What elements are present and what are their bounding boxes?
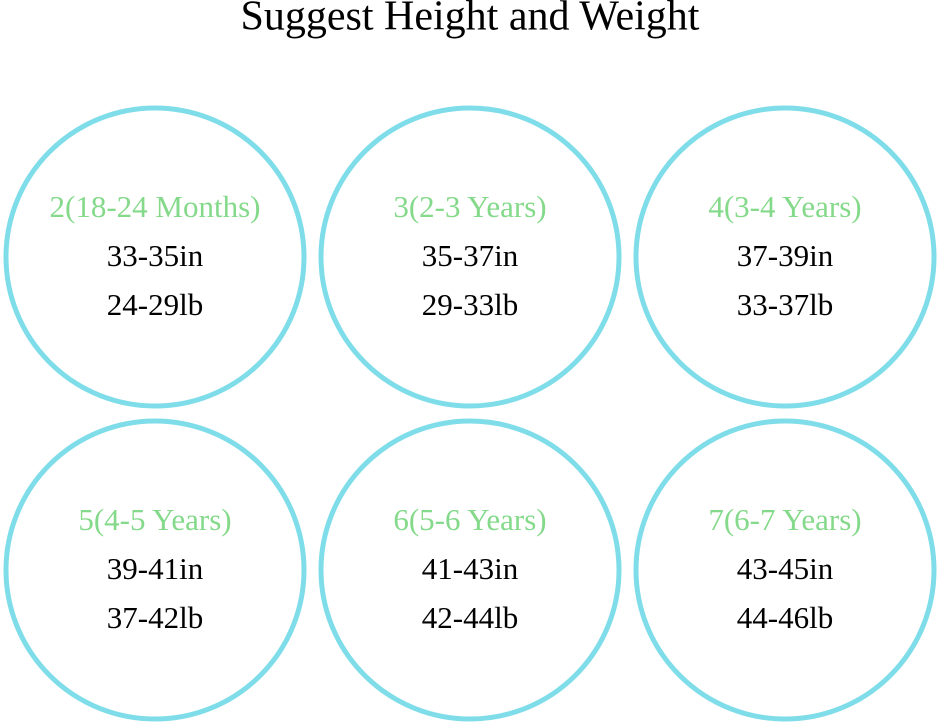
size-circle	[318, 105, 622, 409]
weight-range: 44-46lb	[737, 600, 833, 635]
height-range: 37-39in	[737, 238, 834, 273]
size-label: 5(4-5 Years)	[78, 502, 231, 537]
weight-range: 29-33lb	[422, 287, 518, 322]
weight-range: 42-44lb	[422, 600, 518, 635]
size-label: 3(2-3 Years)	[393, 189, 546, 224]
size-label: 7(6-7 Years)	[708, 502, 861, 537]
height-range: 33-35in	[107, 238, 204, 273]
size-circle	[3, 105, 307, 409]
height-range: 41-43in	[422, 551, 519, 586]
size-circle	[3, 418, 307, 722]
size-circle	[318, 418, 622, 722]
size-label: 6(5-6 Years)	[393, 502, 546, 537]
weight-range: 33-37lb	[737, 287, 833, 322]
height-range: 39-41in	[107, 551, 204, 586]
size-label: 2(18-24 Months)	[50, 189, 261, 224]
title: Suggest Height and Weight	[241, 0, 700, 40]
size-label: 4(3-4 Years)	[708, 189, 861, 224]
size-circle	[633, 418, 937, 722]
height-range: 43-45in	[737, 551, 834, 586]
weight-range: 37-42lb	[107, 600, 203, 635]
size-circle	[633, 105, 937, 409]
height-range: 35-37in	[422, 238, 519, 273]
weight-range: 24-29lb	[107, 287, 203, 322]
